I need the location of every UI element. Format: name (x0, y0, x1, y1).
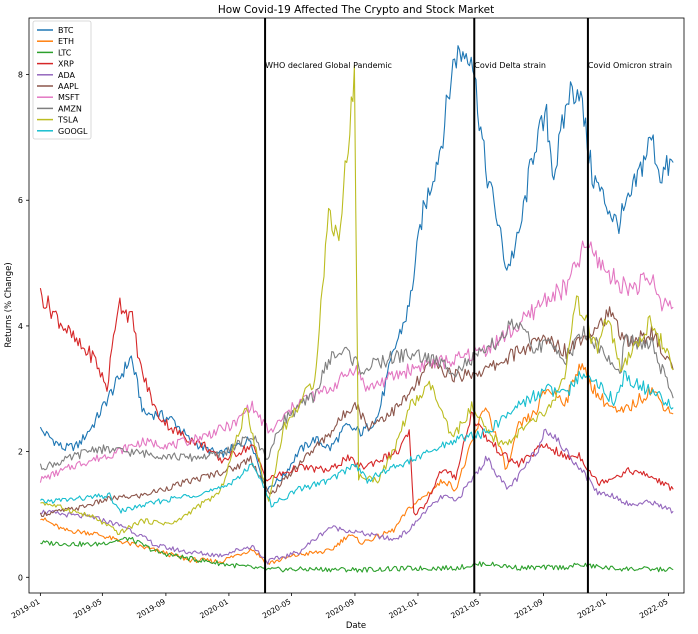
x-tick-label: 2020-09 (324, 597, 356, 621)
y-tick-label: 8 (18, 71, 23, 80)
legend-label: AAPL (58, 82, 79, 91)
x-tick-label: 2021-01 (387, 597, 419, 621)
x-axis-label: Date (346, 621, 366, 631)
x-tick-label: 2021-09 (513, 597, 545, 621)
legend: BTC ETH LTC XRP ADA AAPL MSFT AMZN TSLA GOOGL (32, 20, 92, 140)
series-lines (39, 45, 674, 573)
legend-label: MSFT (58, 93, 79, 102)
y-tick-label: 2 (18, 448, 23, 457)
legend-label: ETH (58, 37, 74, 46)
legend-label: BTC (58, 26, 74, 35)
x-tick-label: 2022-05 (638, 597, 670, 621)
series-line-tsla (40, 65, 674, 536)
y-tick-label: 0 (18, 573, 23, 582)
y-axis-label: Returns (% Change) (4, 262, 14, 347)
series-line-msft (39, 240, 674, 483)
series-line-ada (40, 428, 674, 565)
x-tick-label: 2020-01 (198, 597, 230, 621)
legend-box (32, 20, 92, 140)
x-tick-label: 2020-05 (261, 597, 293, 621)
legend-label: LTC (58, 48, 72, 57)
event-label: Covid Delta strain (474, 61, 546, 70)
x-tick-label: 2021-05 (449, 597, 481, 621)
x-tick-label: 2019-09 (135, 597, 167, 621)
legend-label: TSLA (57, 116, 79, 125)
y-tick-label: 4 (18, 322, 23, 331)
x-tick-label: 2019-01 (10, 597, 42, 621)
event-label: WHO declared Global Pandemic (265, 61, 392, 70)
legend-label: XRP (58, 60, 74, 69)
legend-label: AMZN (58, 104, 82, 113)
plot-area: 0 2 4 6 8 2019-01 2019-05 2019-09 2020-01 2020-05… (10, 17, 685, 621)
chart-title: How Covid-19 Affected The Crypto and Sto… (218, 4, 494, 16)
plot-frame (28, 17, 685, 594)
series-line-aapl (39, 306, 674, 518)
series-line-eth (40, 363, 674, 565)
series-line-ltc (40, 536, 674, 573)
x-tick-label: 2022-01 (576, 597, 608, 621)
legend-label: GOOGL (58, 127, 88, 136)
series-line-btc (39, 45, 674, 493)
legend-label: ADA (58, 71, 75, 80)
y-tick-label: 6 (18, 196, 23, 205)
series-line-googl (40, 370, 674, 514)
event-label: Covid Omicron strain (588, 61, 672, 70)
x-tick-label: 2019-05 (72, 597, 104, 621)
